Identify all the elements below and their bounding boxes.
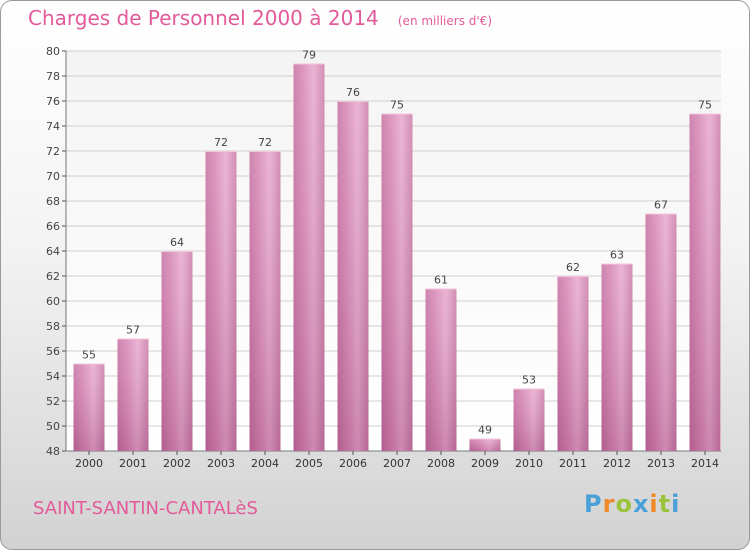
bar-shade-2008 xyxy=(425,288,457,451)
value-label-2000: 55 xyxy=(82,349,96,362)
bar-shade-2003 xyxy=(205,151,237,451)
bar-shade-2014 xyxy=(689,113,721,451)
y-tick-label: 60 xyxy=(46,295,60,308)
y-tick-label: 52 xyxy=(46,395,60,408)
value-label-2006: 76 xyxy=(346,86,360,99)
chart-subtitle: (en milliers d'€) xyxy=(397,14,492,28)
logo-letter: t xyxy=(658,490,672,518)
logo-letter: i xyxy=(671,490,681,518)
y-tick-label: 48 xyxy=(46,445,60,458)
x-tick-label-2014: 2014 xyxy=(691,457,719,470)
x-tick-label-2007: 2007 xyxy=(383,457,411,470)
y-tick-label: 64 xyxy=(46,245,60,258)
x-tick-label-2013: 2013 xyxy=(647,457,675,470)
logo-letter: x xyxy=(632,490,650,518)
logo-letter: P xyxy=(584,490,603,518)
y-tick-label: 76 xyxy=(46,95,60,108)
y-tick-label: 78 xyxy=(46,70,60,83)
bar-shade-2013 xyxy=(645,213,677,451)
x-tick-label-2008: 2008 xyxy=(427,457,455,470)
y-tick-label: 70 xyxy=(46,170,60,183)
bar-shade-2006 xyxy=(337,101,369,451)
bar-shade-2011 xyxy=(557,276,589,451)
value-label-2007: 75 xyxy=(390,99,404,112)
value-label-2011: 62 xyxy=(566,261,580,274)
value-label-2005: 79 xyxy=(302,49,316,62)
y-tick-label: 68 xyxy=(46,195,60,208)
y-tick-label: 72 xyxy=(46,145,60,158)
y-tick-label: 54 xyxy=(46,370,60,383)
x-tick-label-2000: 2000 xyxy=(75,457,103,470)
x-tick-label-2002: 2002 xyxy=(163,457,191,470)
y-tick-label: 50 xyxy=(46,420,60,433)
y-tick-label: 56 xyxy=(46,345,60,358)
x-tick-label-2006: 2006 xyxy=(339,457,367,470)
bar-shade-2005 xyxy=(293,63,325,451)
x-tick-label-2004: 2004 xyxy=(251,457,279,470)
value-label-2004: 72 xyxy=(258,136,272,149)
bar-shade-2007 xyxy=(381,113,413,451)
value-label-2009: 49 xyxy=(478,424,492,437)
x-tick-label-2005: 2005 xyxy=(295,457,323,470)
value-label-2010: 53 xyxy=(522,374,536,387)
place-name: SAINT-SANTIN-CANTALèS xyxy=(33,498,258,519)
value-label-2002: 64 xyxy=(170,236,184,249)
bar-shade-2010 xyxy=(513,388,545,451)
x-tick-label-2012: 2012 xyxy=(603,457,631,470)
bar-shade-2009 xyxy=(469,438,501,451)
value-label-2014: 75 xyxy=(698,99,712,112)
value-label-2013: 67 xyxy=(654,199,668,212)
value-label-2012: 63 xyxy=(610,249,624,262)
x-tick-label-2011: 2011 xyxy=(559,457,587,470)
logo-letter: o xyxy=(615,490,633,518)
bar-shade-2004 xyxy=(249,151,281,451)
value-label-2001: 57 xyxy=(126,324,140,337)
logo-letter: i xyxy=(649,490,659,518)
bar-shade-2012 xyxy=(601,263,633,451)
x-tick-label-2003: 2003 xyxy=(207,457,235,470)
x-tick-label-2009: 2009 xyxy=(471,457,499,470)
y-tick-label: 58 xyxy=(46,320,60,333)
logo-letter: r xyxy=(602,490,616,518)
x-tick-label-2001: 2001 xyxy=(119,457,147,470)
y-tick-label: 80 xyxy=(46,45,60,58)
bar-shade-2001 xyxy=(117,338,149,451)
value-label-2008: 61 xyxy=(434,274,448,287)
title-row: Charges de Personnel 2000 à 2014 (en mil… xyxy=(28,6,492,30)
bar-shade-2000 xyxy=(73,363,105,451)
chart-title: Charges de Personnel 2000 à 2014 xyxy=(28,6,379,30)
x-tick-label-2010: 2010 xyxy=(515,457,543,470)
proxiti-logo: Proxiti xyxy=(584,490,680,518)
y-tick-label: 62 xyxy=(46,270,60,283)
bar-shade-2002 xyxy=(161,251,193,451)
y-tick-label: 66 xyxy=(46,220,60,233)
value-label-2003: 72 xyxy=(214,136,228,149)
y-tick-label: 74 xyxy=(46,120,60,133)
